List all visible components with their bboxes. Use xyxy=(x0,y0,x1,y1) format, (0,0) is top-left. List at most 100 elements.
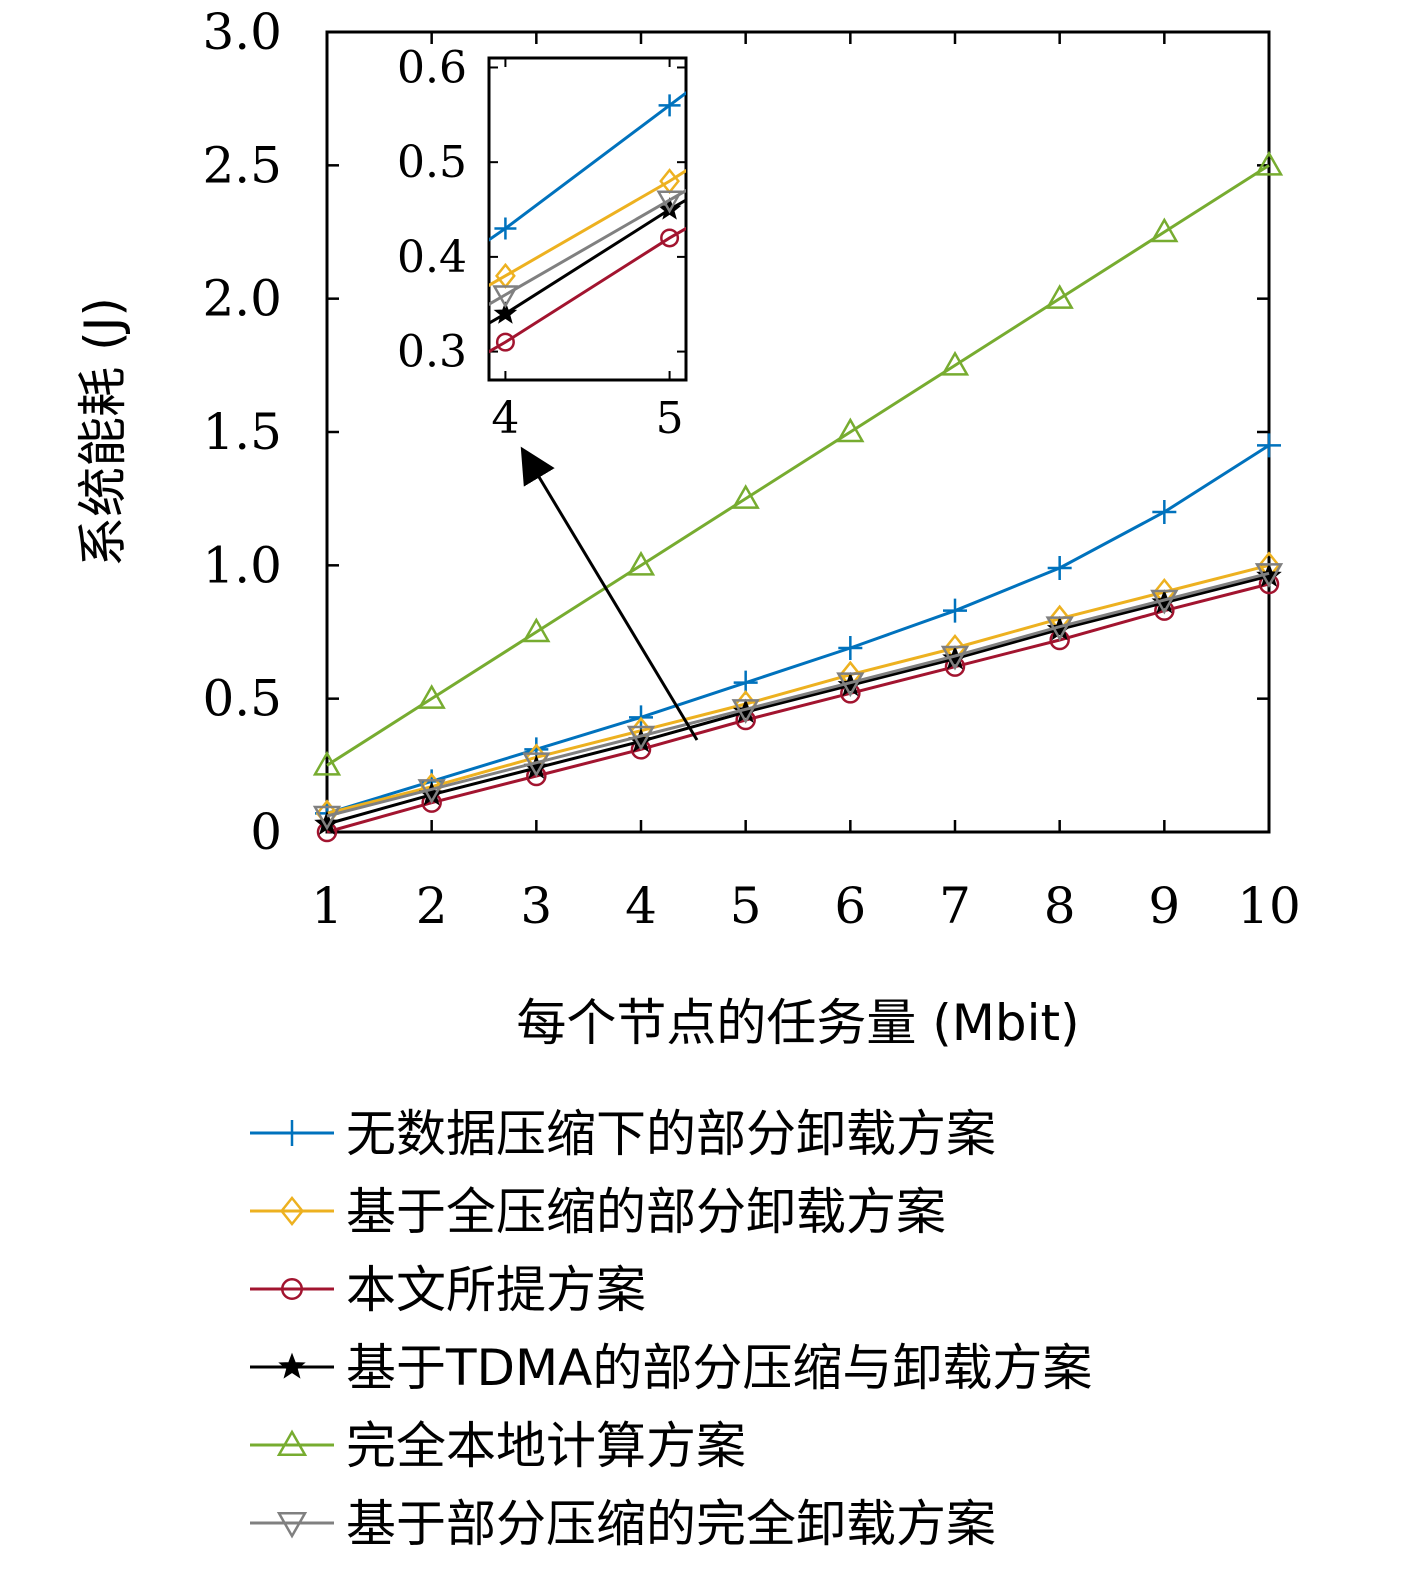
legend-label: 基于全压缩的部分卸载方案 xyxy=(346,1183,946,1241)
x-tick-label: 9 xyxy=(1148,877,1180,935)
inset-y-tick-label: 0.3 xyxy=(397,327,467,378)
series-marker-triangle-up xyxy=(1150,217,1179,243)
series-4 xyxy=(312,150,1284,776)
series-line xyxy=(326,563,1270,815)
series-marker-triangle-up xyxy=(312,750,342,776)
inset-series-line xyxy=(489,91,686,242)
y-tick-label: 1.0 xyxy=(202,536,282,594)
series-marker-circle xyxy=(660,228,680,248)
series-line xyxy=(326,574,1270,826)
series-marker-triangle-up xyxy=(522,617,551,643)
series-marker-triangle-up xyxy=(836,417,865,443)
series-2 xyxy=(316,573,1280,843)
series-marker-triangle-down xyxy=(1045,616,1074,642)
inset-series xyxy=(489,91,686,354)
series-line xyxy=(326,582,1270,834)
series-marker-star xyxy=(493,301,518,324)
series-marker-triangle-up xyxy=(1254,150,1284,176)
inset-y-tick-label: 0.5 xyxy=(397,137,467,188)
x-tick-label: 5 xyxy=(730,877,762,935)
series-marker-star xyxy=(278,1352,306,1379)
legend-label: 完全本地计算方案 xyxy=(346,1417,746,1475)
inset-x-tick-label: 4 xyxy=(491,393,519,444)
series-marker-triangle-down xyxy=(1150,589,1179,615)
series-marker-triangle-down xyxy=(276,1512,308,1539)
x-tick-label: 6 xyxy=(834,877,866,935)
y-tick-label: 0.5 xyxy=(202,670,282,728)
series-marker-triangle-down xyxy=(940,645,970,671)
series-marker-triangle-up xyxy=(276,1429,308,1456)
legend-label: 本文所提方案 xyxy=(346,1261,646,1319)
series-marker-triangle-down xyxy=(312,805,342,831)
y-tick-label: 2.5 xyxy=(202,136,282,194)
inset-y-tick-label: 0.6 xyxy=(397,42,467,93)
series-marker-triangle-down xyxy=(731,699,760,724)
legend-item: 本文所提方案 xyxy=(250,1261,646,1319)
inset-series-line xyxy=(489,226,686,354)
x-tick-label: 7 xyxy=(939,877,971,935)
inset-series-line xyxy=(489,188,686,306)
series-marker-triangle-down xyxy=(417,779,446,804)
series-marker-triangle-up xyxy=(940,350,970,376)
series-line xyxy=(326,444,1270,815)
series-marker-triangle-up xyxy=(626,550,656,576)
series-marker-plus xyxy=(838,636,863,660)
y-tick-label: 1.5 xyxy=(202,403,282,461)
series-marker-triangle-up xyxy=(1045,284,1074,309)
legend-item: 完全本地计算方案 xyxy=(250,1417,746,1475)
x-tick-label: 2 xyxy=(416,877,448,935)
legend-item: 基于TDMA的部分压缩与卸载方案 xyxy=(250,1339,1092,1397)
series-marker-plus xyxy=(494,217,517,240)
zoom-arrow xyxy=(520,446,699,741)
plot-area xyxy=(325,30,1271,834)
x-axis-title: 每个节点的任务量 (Mbit) xyxy=(516,994,1079,1052)
y-axis-title: 系统能耗 (J) xyxy=(74,297,132,567)
inset-series-0 xyxy=(489,91,686,242)
series-marker-triangle-down xyxy=(836,672,865,698)
legend-item: 基于全压缩的部分卸载方案 xyxy=(250,1183,946,1241)
series-marker-plus xyxy=(658,94,681,117)
series-marker-triangle-down xyxy=(1254,563,1284,588)
inset-ticks: 4 5 0.3 0.4 0.5 0.6 xyxy=(397,42,686,444)
series-marker-plus xyxy=(279,1120,305,1146)
main-ticks: 1 2 3 4 5 6 7 8 9 10 0 0.5 1.0 1.5 2.0 2.5 3.0 xyxy=(202,3,1300,935)
y-tick-label: 2.0 xyxy=(202,270,282,328)
inset-x-tick-label: 5 xyxy=(656,393,684,444)
y-tick-label: 3.0 xyxy=(202,3,282,61)
x-tick-label: 10 xyxy=(1237,877,1301,935)
inset-y-tick-label: 0.4 xyxy=(397,232,467,283)
legend-item: 基于部分压缩的完全卸载方案 xyxy=(250,1495,996,1553)
series-marker-plus xyxy=(1152,500,1177,524)
series-marker-diamond xyxy=(279,1195,305,1227)
series-marker-triangle-down xyxy=(522,752,551,778)
series-line xyxy=(326,571,1270,818)
series-marker-plus xyxy=(1257,433,1281,458)
series-5 xyxy=(312,563,1284,831)
legend: 无数据压缩下的部分卸载方案基于全压缩的部分卸载方案本文所提方案基于TDMA的部分… xyxy=(250,1105,1092,1553)
series-marker-circle xyxy=(495,332,515,352)
series-marker-plus xyxy=(943,598,967,623)
x-tick-label: 4 xyxy=(625,877,657,935)
x-tick-label: 8 xyxy=(1044,877,1076,935)
legend-label: 基于TDMA的部分压缩与卸载方案 xyxy=(346,1339,1092,1397)
series-marker-triangle-up xyxy=(417,684,446,709)
series-marker-circle xyxy=(281,1278,303,1300)
inset-series-2 xyxy=(489,226,686,354)
legend-item: 无数据压缩下的部分卸载方案 xyxy=(250,1105,996,1163)
series-marker-triangle-down xyxy=(656,190,683,214)
series-marker-triangle-up xyxy=(731,484,760,509)
inset-series-line xyxy=(489,168,686,288)
legend-label: 基于部分压缩的完全卸载方案 xyxy=(346,1495,996,1553)
x-tick-label: 3 xyxy=(520,877,552,935)
y-tick-label: 0 xyxy=(250,803,282,861)
inset-series-5 xyxy=(489,188,686,309)
x-tick-label: 1 xyxy=(311,877,343,935)
series-marker-triangle-down xyxy=(626,725,656,751)
series-line xyxy=(326,164,1270,767)
inset-series-line xyxy=(489,198,686,325)
series-marker-plus xyxy=(1047,556,1072,580)
series-marker-triangle-down xyxy=(492,285,519,309)
main-series xyxy=(312,150,1284,843)
legend-label: 无数据压缩下的部分卸载方案 xyxy=(346,1105,996,1163)
